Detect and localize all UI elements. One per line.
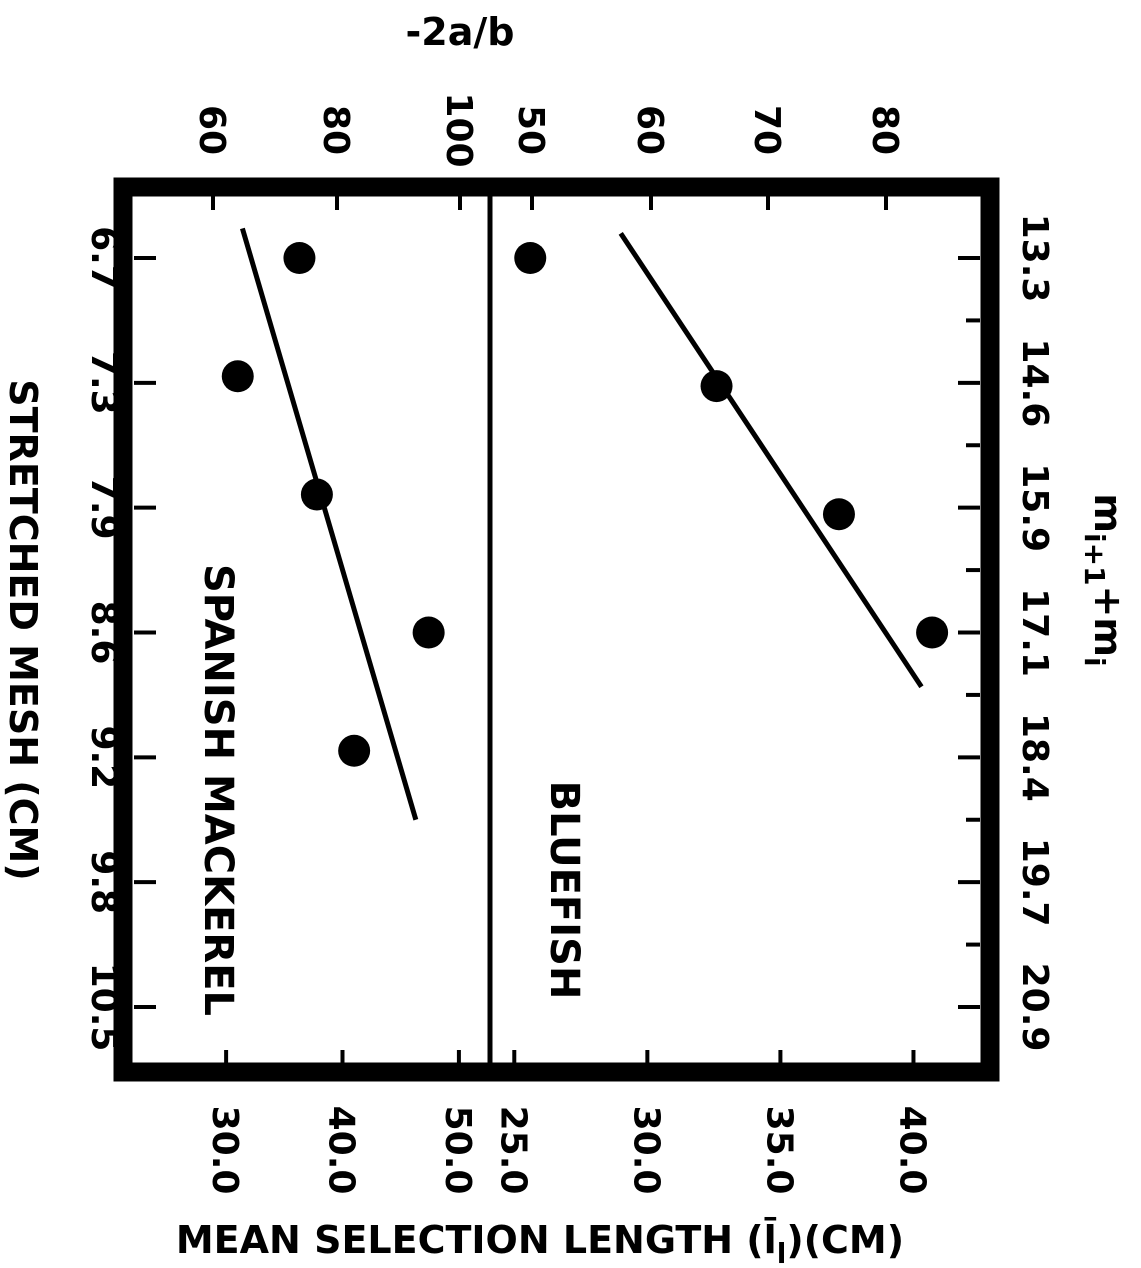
stretched-mesh-tick-label: 10.5 bbox=[83, 963, 124, 1052]
length-tick-label: 40.0 bbox=[891, 1106, 932, 1195]
stretched-mesh-tick-label: 7.9 bbox=[83, 476, 124, 540]
mesh-sum-tick-label: 19.7 bbox=[1014, 838, 1055, 927]
bluefish-data-point bbox=[514, 242, 547, 274]
spanish-mackerel-label: SPANISH MACKEREL bbox=[195, 564, 241, 1016]
bluefish-data-point bbox=[700, 370, 733, 403]
mesh-sum-tick-label: 17.1 bbox=[1014, 588, 1055, 677]
length-tick-label: 40.0 bbox=[321, 1106, 362, 1195]
stretched-mesh-tick-label: 9.8 bbox=[83, 850, 124, 914]
mesh-sum-tick-label: 20.9 bbox=[1014, 963, 1055, 1052]
spanish-mackerel-data-point bbox=[412, 616, 445, 649]
stretched-mesh-axis-title: STRETCHED MESH (CM) bbox=[1, 379, 45, 880]
mean-selection-length-axis-title: MEAN SELECTION LENGTH (l̄l)(CM) bbox=[176, 1217, 904, 1268]
bluefish-fit-line bbox=[618, 231, 924, 689]
plot-frame bbox=[113, 177, 1000, 1082]
length-tick-label: 30.0 bbox=[204, 1106, 245, 1195]
minus-2a-over-b-axis-title: -2a/b bbox=[406, 10, 515, 54]
spanish-mackerel-data-point bbox=[283, 242, 316, 274]
secondary-tick-label: 100 bbox=[438, 92, 479, 167]
mesh-sum-tick-label: 18.4 bbox=[1014, 713, 1055, 802]
secondary-tick-label: 60 bbox=[629, 105, 670, 155]
bluefish-label: BLUEFISH bbox=[541, 781, 587, 1000]
secondary-tick-label: 80 bbox=[315, 105, 356, 155]
spanish-mackerel-data-point bbox=[221, 360, 254, 393]
length-tick-label: 30.0 bbox=[625, 1106, 666, 1195]
spanish-mackerel-fit-line bbox=[240, 227, 419, 821]
stretched-mesh-tick-label: 6.7 bbox=[83, 226, 124, 290]
mesh-sum-tick-label: 14.6 bbox=[1014, 338, 1055, 427]
secondary-tick-label: 60 bbox=[191, 105, 232, 155]
spanish-mackerel-data-point bbox=[338, 734, 371, 767]
length-tick-label: 25.0 bbox=[492, 1106, 533, 1195]
bluefish-data-point bbox=[916, 616, 949, 649]
mesh-sum-axis-title: mi+1+mi bbox=[1078, 493, 1130, 666]
stretched-mesh-tick-label: 9.2 bbox=[83, 725, 124, 789]
stretched-mesh-tick-label: 7.3 bbox=[83, 351, 124, 415]
bluefish-data-point bbox=[822, 498, 855, 531]
mesh-sum-tick-label: 15.9 bbox=[1014, 463, 1055, 552]
secondary-tick-label: 70 bbox=[746, 105, 787, 155]
stretched-mesh-tick-label: 8.6 bbox=[83, 601, 124, 665]
length-tick-label: 50.0 bbox=[437, 1106, 478, 1195]
secondary-tick-label: 50 bbox=[510, 105, 551, 155]
length-tick-label: 35.0 bbox=[758, 1106, 799, 1195]
secondary-tick-label: 80 bbox=[864, 105, 905, 155]
spanish-mackerel-data-point bbox=[300, 478, 333, 511]
mesh-sum-tick-label: 13.3 bbox=[1014, 214, 1055, 303]
